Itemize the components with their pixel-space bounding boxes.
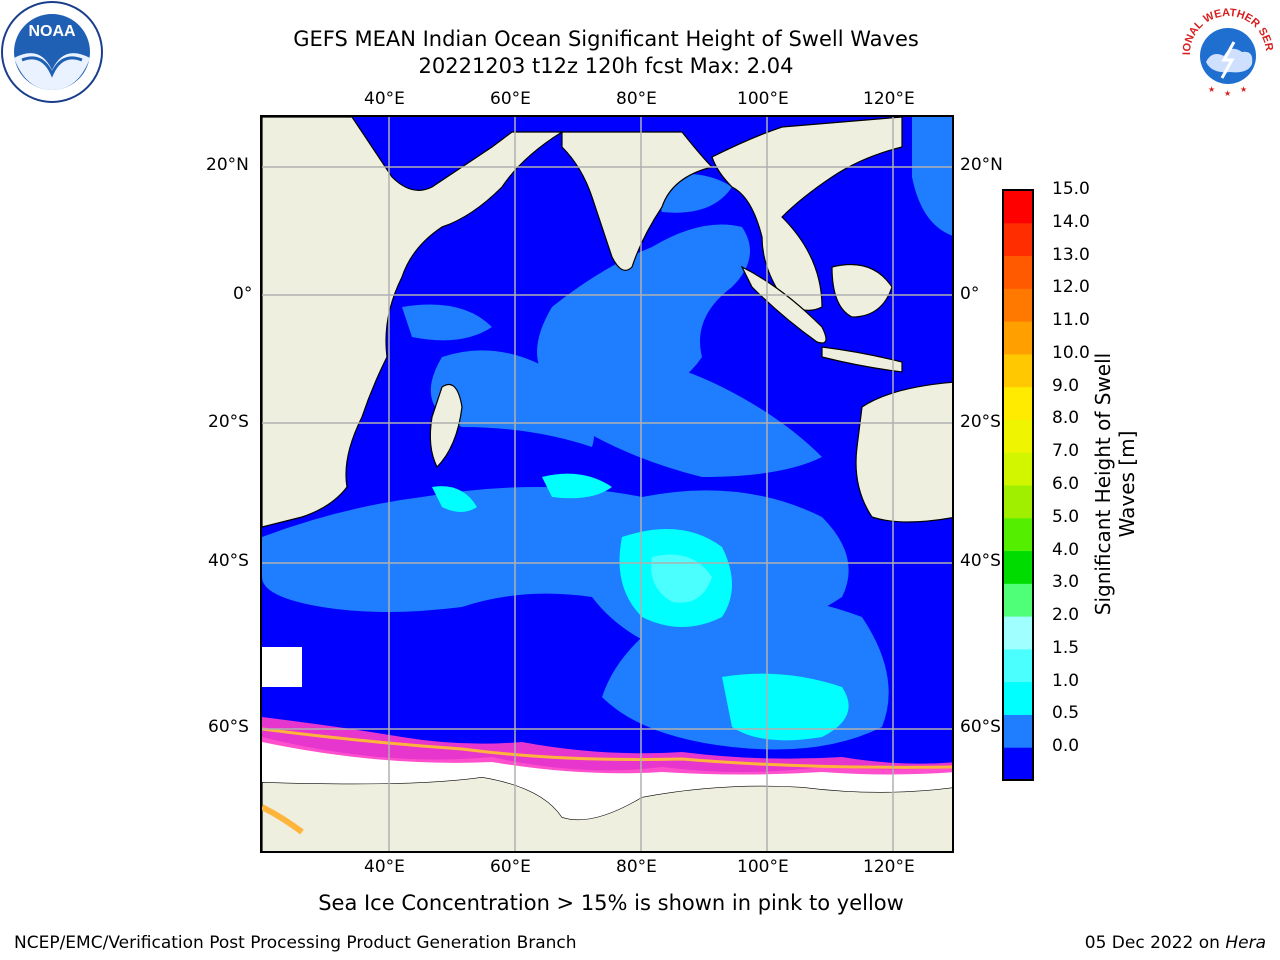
colorbar-tick-label: 0.5	[1052, 703, 1080, 724]
svg-text:★: ★	[1208, 85, 1215, 94]
page-title: GEFS MEAN Indian Ocean Significant Heigh…	[293, 27, 919, 51]
colorbar-tick-label: 10.0	[1052, 342, 1090, 363]
colorbar-swatch	[1003, 419, 1033, 453]
lat-tick-right: 20°S	[960, 412, 1001, 432]
colorbar-swatch	[1003, 386, 1033, 420]
noaa-logo: NOAA	[1, 1, 103, 103]
lat-tick-left: 20°N	[206, 155, 249, 175]
colorbar-tick-label: 2.0	[1052, 605, 1080, 626]
sea-ice	[262, 647, 952, 835]
colorbar-swatch	[1003, 190, 1033, 224]
colorbar	[1002, 189, 1034, 781]
lat-tick-right: 0°	[960, 284, 980, 304]
lon-tick-top: 100°E	[737, 89, 789, 109]
colorbar-tick-label: 13.0	[1052, 244, 1090, 265]
colorbar-tick-label: 3.0	[1052, 572, 1080, 593]
colorbar-swatch	[1003, 222, 1033, 257]
run-date: 05 Dec 2022 on	[1084, 933, 1220, 953]
run-date-credit: 05 Dec 2022 on Hera	[1085, 933, 1266, 953]
colorbar-tick-label: 9.0	[1052, 375, 1080, 396]
colorbar-swatch	[1003, 452, 1033, 486]
colorbar-swatch	[1003, 648, 1033, 683]
lon-tick-top: 40°E	[364, 89, 405, 109]
sea-ice-note: Sea Ice Concentration > 15% is shown in …	[318, 891, 904, 915]
colorbar-swatch	[1003, 681, 1033, 715]
colorbar-tick-label: 0.0	[1052, 736, 1080, 757]
lat-tick-left: 20°S	[208, 412, 249, 432]
lat-tick-right: 60°S	[960, 717, 1001, 737]
lat-tick-left: 40°S	[208, 551, 249, 571]
colorbar-swatch	[1003, 255, 1033, 289]
colorbar-tick-label: 14.0	[1052, 211, 1090, 232]
nws-logo: NATIONAL WEATHER SERVICE ★ ★ ★	[1178, 2, 1276, 100]
producer-credit: NCEP/EMC/Verification Post Processing Pr…	[14, 933, 577, 953]
colorbar-swatch	[1003, 321, 1033, 355]
colorbar-tick-label: 12.0	[1052, 277, 1090, 298]
colorbar-swatch	[1003, 288, 1033, 322]
colorbar-tick-label: 1.5	[1052, 637, 1080, 658]
colorbar-swatch	[1003, 485, 1033, 519]
colorbar-swatch	[1003, 583, 1033, 617]
lat-tick-left: 60°S	[208, 717, 249, 737]
swell-height-map	[262, 117, 952, 851]
colorbar-tick-label: 1.0	[1052, 670, 1080, 691]
colorbar-tick-label: 5.0	[1052, 506, 1080, 527]
lon-tick-bottom: 60°E	[490, 857, 531, 877]
lon-tick-bottom: 100°E	[737, 857, 789, 877]
colorbar-tick-label: 11.0	[1052, 310, 1090, 331]
lat-tick-right: 40°S	[960, 551, 1001, 571]
colorbar-tick-label: 6.0	[1052, 474, 1080, 494]
colorbar-swatch	[1003, 714, 1033, 748]
colorbar-tick-label: 15.0	[1052, 179, 1090, 199]
svg-text:★: ★	[1240, 85, 1247, 94]
lon-tick-bottom: 120°E	[863, 857, 915, 877]
lon-tick-top: 80°E	[616, 89, 657, 109]
colorbar-tick-label: 7.0	[1052, 441, 1080, 462]
colorbar-swatch	[1003, 550, 1033, 584]
colorbar-swatch	[1003, 747, 1033, 781]
lon-tick-bottom: 40°E	[364, 857, 405, 877]
lat-tick-left: 0°	[233, 284, 253, 304]
host-name: Hera	[1225, 933, 1266, 953]
colorbar-label: Significant Height of Swell Waves [m]	[1091, 352, 1139, 616]
colorbar-swatch	[1003, 353, 1033, 388]
lon-tick-bottom: 80°E	[616, 857, 657, 877]
colorbar-swatch	[1003, 616, 1033, 650]
colorbar-swatch	[1003, 517, 1033, 552]
lat-tick-right: 20°N	[960, 155, 1003, 175]
lon-tick-top: 120°E	[863, 89, 915, 109]
noaa-wordmark: NOAA	[28, 23, 76, 40]
lon-tick-top: 60°E	[490, 89, 531, 109]
swell-1.5-2.0-field	[651, 554, 712, 603]
svg-text:★: ★	[1224, 89, 1231, 98]
colorbar-tick-label: 4.0	[1052, 539, 1080, 560]
page-subtitle: 20221203 t12z 120h fcst Max: 2.04	[418, 54, 794, 78]
colorbar-tick-label: 8.0	[1052, 408, 1080, 429]
graticule	[262, 117, 952, 851]
map-panel	[260, 115, 954, 853]
